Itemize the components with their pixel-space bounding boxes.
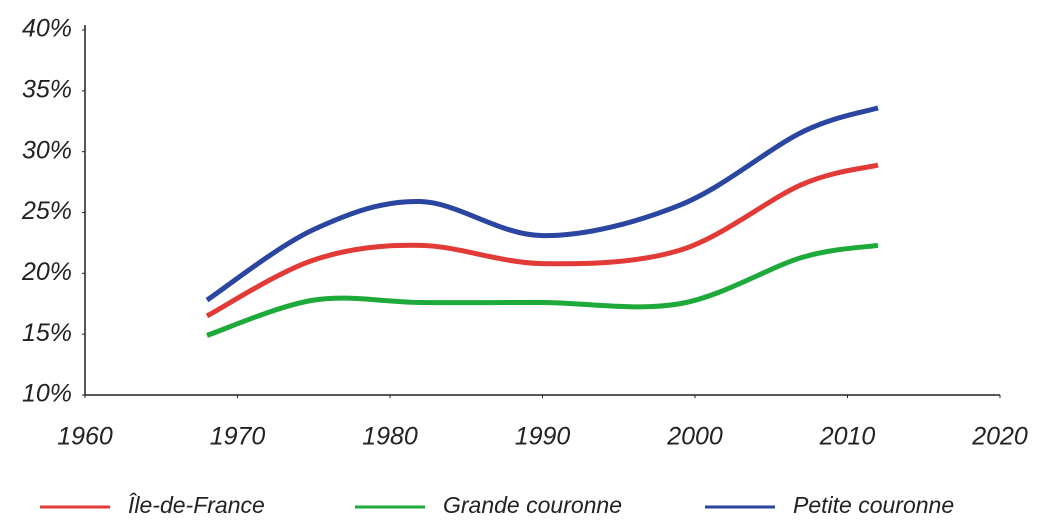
x-tick-label: 1960 xyxy=(57,423,113,451)
line-series xyxy=(205,105,879,303)
y-tick-label: 35% xyxy=(22,75,72,103)
legend-label: Grande couronne xyxy=(443,492,622,518)
x-tick-label: 2010 xyxy=(819,423,876,451)
legend-label: Île-de-France xyxy=(128,492,265,518)
y-tick-label: 25% xyxy=(21,197,72,225)
x-tick-label: 1970 xyxy=(210,423,266,451)
x-tick-label: 1990 xyxy=(515,423,571,451)
y-tick-label: 20% xyxy=(21,258,72,286)
line-series xyxy=(206,242,879,338)
legend-label: Petite couronne xyxy=(793,492,954,518)
x-tick-label: 2000 xyxy=(666,423,723,451)
legend: Île-de-France Grande couronne Petite couro… xyxy=(40,492,954,518)
line-series xyxy=(205,162,879,319)
x-tick-label: 2020 xyxy=(971,423,1028,451)
y-tick-label: 15% xyxy=(22,319,72,347)
y-tick-label: 10% xyxy=(22,380,72,408)
y-tick-label: 40% xyxy=(22,15,72,43)
x-tick-label: 1980 xyxy=(362,423,418,451)
y-tick-label: 30% xyxy=(22,136,72,164)
